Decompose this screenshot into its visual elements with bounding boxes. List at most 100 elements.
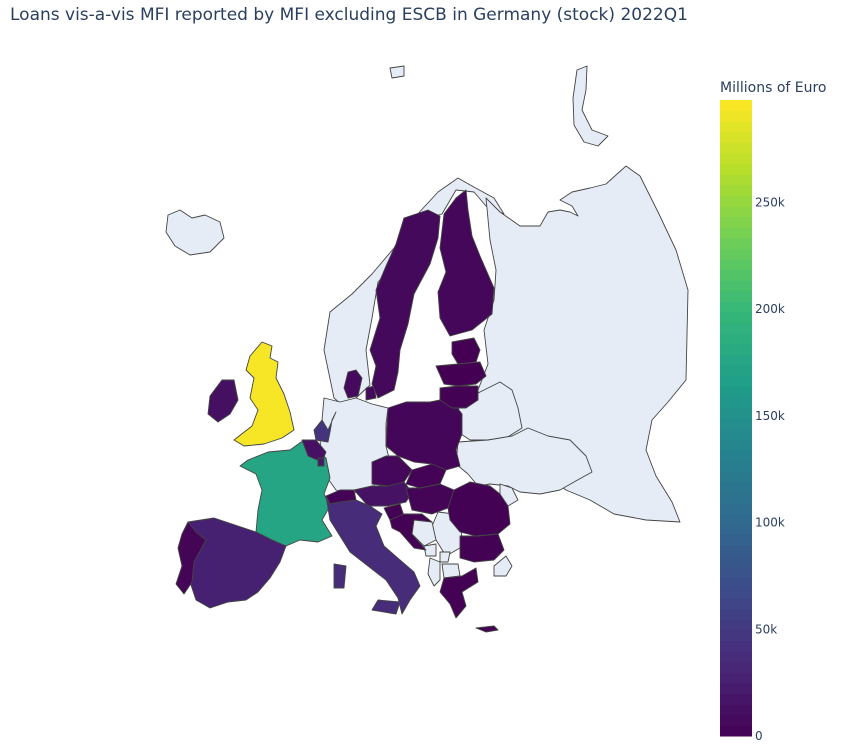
country-portugal[interactable] [175,521,207,595]
country-romania[interactable] [447,481,511,537]
country-denmark[interactable] [343,369,363,399]
colorbar-step [720,301,752,313]
colorbar-step [720,322,752,334]
colorbar-step [720,577,752,589]
colorbar-step [720,386,752,398]
country-united-kingdom[interactable] [233,341,295,447]
colorbar-tick-label: 50k [755,622,777,636]
colorbar-step [720,481,752,493]
colorbar-tick-label: 100k [755,516,785,530]
country-sweden[interactable] [369,209,441,399]
country-lithuania[interactable] [439,385,479,409]
country-czechia[interactable] [371,455,413,487]
country-montenegro [423,543,437,557]
colorbar-step [720,598,752,610]
country-luxembourg[interactable] [317,457,325,467]
colorbar-step [720,672,752,684]
colorbar-step [720,174,752,186]
colorbar-step [720,704,752,716]
colorbar-step [720,216,752,228]
colorbar-step [720,418,752,430]
country-belgium[interactable] [301,439,327,463]
country-italy[interactable] [371,599,401,615]
country-denmark[interactable] [365,385,377,401]
colorbar-tick-label: 250k [755,195,785,209]
colorbar-step [720,227,752,239]
colorbar-step [720,259,752,271]
colorbar-tick-label: 200k [755,302,785,316]
colorbar-title: Millions of Euro [720,80,827,96]
country-albania [427,557,441,587]
colorbar-step [720,333,752,345]
colorbar-step [720,608,752,620]
country-novaya-zemlya [572,65,609,147]
colorbar-step [720,428,752,440]
colorbar-step [720,248,752,260]
colorbar-step [720,237,752,249]
colorbar-step [720,640,752,652]
colorbar-tick-label: 150k [755,409,785,423]
colorbar-step [720,312,752,324]
colorbar-step [720,534,752,546]
colorbar-step [720,566,752,578]
colorbar-step [720,439,752,451]
colorbar-step [720,365,752,377]
colorbar-step [720,110,752,122]
country-cyprus[interactable] [475,625,499,633]
country-turkey [493,555,513,577]
colorbar-step [720,683,752,695]
country-latvia[interactable] [435,361,487,387]
colorbar-ticks: 0 50k 100k 150k 200k 250k [755,195,785,743]
colorbar-step [720,513,752,525]
colorbar-step [720,100,752,112]
colorbar-step [720,502,752,514]
country-ireland[interactable] [207,379,239,423]
colorbar-step [720,555,752,567]
chart-title: Loans vis-a-vis MFI reported by MFI excl… [10,5,688,25]
colorbar-step [720,651,752,663]
colorbar-step [720,131,752,143]
colorbar-step [720,492,752,504]
country-kosovo [439,551,451,563]
colorbar-step [720,407,752,419]
colorbar-tick-label: 0 [755,729,763,743]
colorbar-step [720,630,752,642]
country-netherlands[interactable] [313,411,337,443]
colorbar-step [720,460,752,472]
country-iceland [165,209,225,256]
country-croatia[interactable] [389,513,433,551]
country-greece[interactable] [439,567,479,619]
colorbar-step [720,524,752,536]
colorbar-step [720,280,752,292]
colorbar-step [720,195,752,207]
colorbar-step [720,206,752,218]
country-svalbard [389,65,405,79]
colorbar-step [720,545,752,557]
country-italy[interactable] [333,563,347,589]
country-switzerland[interactable] [325,489,357,505]
country-finland[interactable] [437,189,495,337]
colorbar-step [720,121,752,133]
country-bulgaria[interactable] [459,533,505,563]
colorbar-step [720,661,752,673]
colorbar-step [720,184,752,196]
colorbar-step [720,163,752,175]
colorbar-step [720,725,752,737]
colorbar-step [720,396,752,408]
colorbar-step [720,354,752,366]
colorbar-step [720,693,752,705]
colorbar-step [720,153,752,165]
colorbar-step [720,471,752,483]
colorbar-step [720,375,752,387]
colorbar-step [720,290,752,302]
colorbar-step [720,343,752,355]
colorbar-step [720,449,752,461]
colorbar-step [720,587,752,599]
data-countries [175,189,511,633]
colorbar-step [720,269,752,281]
colorbar-step [720,142,752,154]
country-poland[interactable] [385,397,463,471]
colorbar-gradient [720,100,752,737]
colorbar-step [720,619,752,631]
